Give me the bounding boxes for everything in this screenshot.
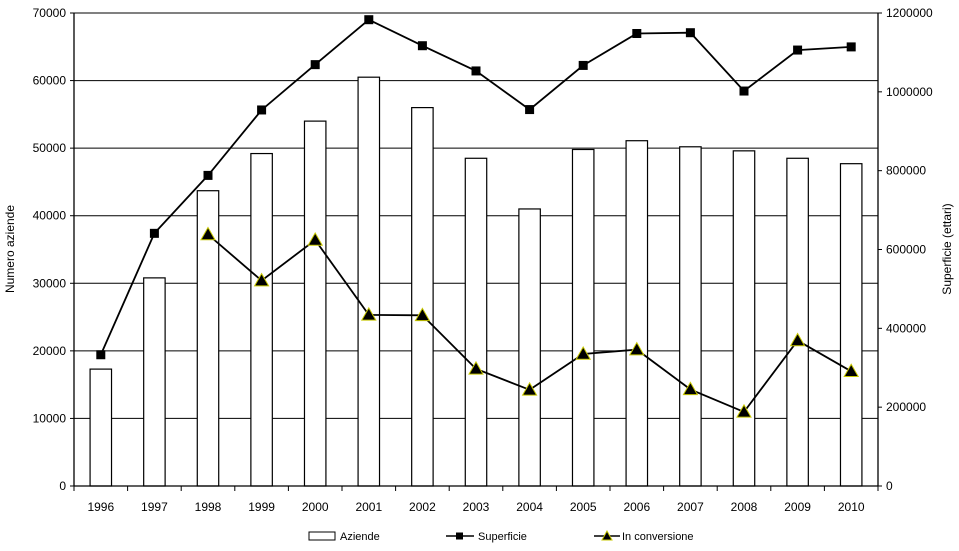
legend-label-superficie: Superficie <box>478 531 527 543</box>
point-superficie <box>364 15 374 25</box>
point-superficie <box>525 105 535 115</box>
bar-layer <box>89 76 863 487</box>
bar-aziende <box>679 146 702 487</box>
y2-tick-label: 400000 <box>886 321 926 335</box>
bar-aziende <box>839 163 863 487</box>
x-tick-label: 2007 <box>677 500 704 514</box>
x-tick-label: 2006 <box>623 500 650 514</box>
bar-aziende <box>786 157 809 487</box>
x-tick-label: 1996 <box>87 500 114 514</box>
x-tick-label: 2010 <box>838 500 865 514</box>
point-in-conversione <box>414 307 431 322</box>
point-in-conversione <box>736 403 752 418</box>
y2-axis-title: Superficie (ettari) <box>940 203 954 294</box>
point-superficie <box>257 105 267 115</box>
point-in-conversione <box>307 232 324 246</box>
y2-tick-label: 200000 <box>886 400 926 414</box>
point-in-conversione <box>200 226 216 241</box>
point-in-conversione <box>521 381 538 396</box>
bar-aziende <box>571 148 595 487</box>
legend: Aziende Superficie In conversione <box>308 529 694 543</box>
x-tick-label: 2005 <box>570 500 597 514</box>
point-superficie <box>96 350 106 360</box>
y-tick-label: 60000 <box>33 74 67 88</box>
x-tick-label: 2008 <box>731 500 758 514</box>
bar-aziende <box>250 152 273 487</box>
bar-aziende <box>411 106 434 487</box>
bar-aziende <box>89 368 113 487</box>
y-tick-label: 30000 <box>33 276 67 290</box>
x-tick-label: 1998 <box>195 500 222 514</box>
x-tick-label: 2003 <box>463 500 490 514</box>
legend-marker-in-conversione <box>601 529 613 541</box>
x-tick-label: 2002 <box>409 500 436 514</box>
x-tick-label: 2009 <box>784 500 811 514</box>
point-superficie <box>739 86 749 96</box>
point-in-conversione <box>575 345 592 360</box>
point-in-conversione <box>253 272 270 287</box>
y-tick-label: 20000 <box>33 344 67 358</box>
y2-tick-label: 1200000 <box>886 6 933 20</box>
x-tick-label: 1997 <box>141 500 168 514</box>
bar-aziende <box>303 120 327 487</box>
y2-tick-label: 1000000 <box>886 85 933 99</box>
legend-swatch-aziende <box>308 531 336 541</box>
legend-label-aziende: Aziende <box>340 531 380 543</box>
point-in-conversione <box>843 363 860 378</box>
y-tick-label: 50000 <box>33 141 67 155</box>
x-tick-label: 2004 <box>516 500 543 514</box>
y2-tick-label: 0 <box>886 479 893 493</box>
bar-aziende <box>357 76 381 487</box>
y-axis-title: Numero aziende <box>3 205 17 293</box>
point-superficie <box>203 170 213 180</box>
bar-aziende <box>732 150 756 487</box>
y-tick-label: 0 <box>59 479 66 493</box>
y-tick-label: 40000 <box>33 209 67 223</box>
label-layer: 0 10000 20000 30000 40000 50000 60000 70000 0 200… <box>33 6 933 514</box>
point-in-conversione <box>789 332 806 347</box>
point-in-conversione <box>468 360 484 375</box>
point-in-conversione <box>628 341 645 356</box>
y2-tick-label: 600000 <box>886 243 926 257</box>
x-tick-label: 2001 <box>355 500 382 514</box>
axis-layer <box>70 12 882 491</box>
point-superficie <box>846 42 856 52</box>
point-superficie <box>685 28 695 38</box>
x-tick-label: 1999 <box>248 500 275 514</box>
x-tick-label: 2000 <box>302 500 329 514</box>
bar-aziende <box>518 208 541 487</box>
bar-aziende <box>464 157 488 487</box>
legend-marker-superficie <box>456 532 463 540</box>
bar-aziende <box>625 140 649 487</box>
legend-label-in-conversione: In conversione <box>622 531 694 543</box>
point-superficie <box>310 60 320 70</box>
point-superficie <box>471 66 481 76</box>
bar-aziende <box>143 277 166 487</box>
point-superficie <box>793 45 803 55</box>
point-in-conversione <box>360 306 377 321</box>
point-superficie <box>417 41 427 51</box>
point-superficie <box>149 228 159 238</box>
y-tick-label: 70000 <box>33 6 67 20</box>
point-superficie <box>578 60 588 70</box>
marker-layer <box>96 15 860 418</box>
point-in-conversione <box>682 381 699 396</box>
point-superficie <box>632 28 642 38</box>
y2-tick-label: 800000 <box>886 164 926 178</box>
y-tick-label: 10000 <box>33 411 67 425</box>
